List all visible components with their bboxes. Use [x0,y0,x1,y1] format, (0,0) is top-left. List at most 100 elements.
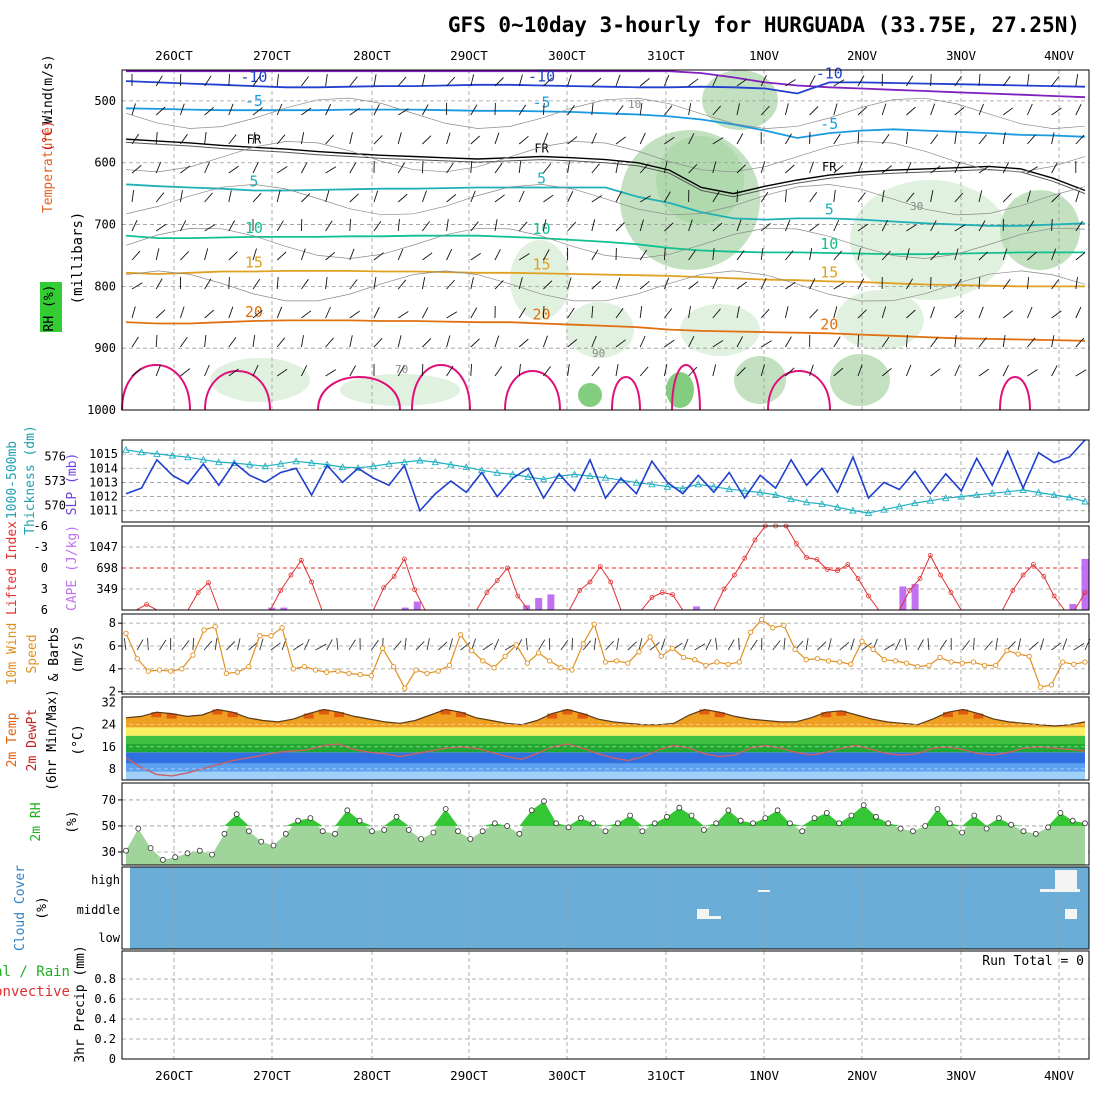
rh-contour-3 [125,227,1086,259]
wind10m-marker-78 [993,662,999,669]
wind-barb-76 [1002,107,1014,116]
temp-ytick-0: 8 [109,762,116,776]
wind10m-marker-45 [625,660,631,666]
li-marker-2 [144,602,150,607]
precip-frame [121,950,1090,1060]
wind10m-marker-35 [513,642,519,648]
wind10m-marker-58 [770,625,776,631]
wind-barb-150 [857,161,863,174]
wind-barb-400 [131,367,142,377]
wind10m-marker-79 [1004,647,1010,654]
slp-line [125,439,1086,513]
wind10m-marker-9 [223,670,230,677]
label-dewpt: 2m DewPt [25,709,40,772]
wind-barb-290 [373,277,377,290]
wind10m-barb-39 [560,639,569,651]
wind10m-barb-82 [1039,638,1045,651]
wind-barb-61 [639,103,643,116]
thickness-ytick-1: 573 [44,474,66,488]
isotherm-label-10-2: 10 [820,235,838,253]
thickness-marker-10 [276,459,285,467]
wind10m-marker-21 [357,671,363,678]
wind-barb-203 [204,224,216,232]
wind-barb-105 [736,133,744,145]
li-ytick-3: 3 [41,582,48,596]
wind10m-marker-19 [335,668,341,674]
temp-peak-39 [714,712,725,718]
rh2m-marker-1 [135,825,142,832]
wind-barb-373 [446,335,451,348]
wind-barb-292 [421,277,426,290]
wind-barb-321 [155,309,166,319]
wind-barb-160 [131,190,135,203]
date-bottom-6: 1NOV [749,1068,780,1083]
wind-barb-428 [809,364,814,377]
wind-barb-79 [1075,104,1082,116]
wind-barb-103 [688,133,695,145]
wind-barb-7 [301,76,309,87]
wind10m-marker-2 [145,668,151,674]
wind-barb-381 [639,335,646,348]
wind-barb-80 [131,133,140,145]
wind-barb-370 [373,337,383,348]
wind10m-marker-6 [190,652,196,658]
wind10m-barb-35 [515,639,523,651]
wind-barb-398 [1051,335,1055,348]
wind10m-marker-59 [781,622,787,629]
thickness-marker-5 [199,455,208,463]
wind-barb-216 [518,221,528,232]
wind10m-barb-51 [694,643,706,651]
wind-barb-40 [131,103,136,116]
wind-barb-423 [688,366,698,377]
label-millibars: (millibars) [70,212,86,305]
wind-barb-418 [567,364,570,377]
wind-barb-434 [954,364,961,377]
li-marker-93 [1082,590,1088,595]
rh2m-marker-21 [381,827,388,833]
wind-barb-411 [397,365,405,377]
date-bottom-1: 27OCT [253,1068,291,1083]
isotherm-FR [125,138,1086,195]
temp-peak-14 [334,712,345,718]
wind-barb-346 [760,308,770,319]
wind-barb-231 [881,220,888,232]
rh2m-marker-13 [282,830,289,837]
wind-barb-196 [1002,193,1012,203]
wind-barb-123 [204,161,210,174]
temp-band-5 [126,727,1085,736]
wind-barb-432 [905,364,912,377]
wind-barb-399 [1075,337,1085,348]
li-ytick-4: 6 [41,603,48,617]
wind-barb-218 [567,221,577,232]
wind-barb-5 [252,75,261,87]
wind-barb-202 [179,220,187,232]
wind-barb-81 [155,131,158,145]
wind-barb-387 [785,336,792,348]
slp-ytick-4: 1015 [89,447,118,461]
wind10m-marker-61 [803,657,809,663]
wind-barb-179 [591,195,603,203]
wind-barb-195 [978,190,983,203]
thickness-marker-29 [570,470,579,478]
rh2m-marker-14 [295,817,302,824]
wind-barb-239 [1075,220,1083,232]
wind-barb-30 [857,75,865,87]
label-thickness-unit: Thickness (dm) [23,425,38,535]
li-frame [121,525,1090,611]
rh2m-marker-66 [934,806,941,812]
label-wind-unit: (m/s) [71,634,86,673]
wind-barb-47 [301,107,312,116]
isotherm-10 [125,234,1085,256]
wind-barb-187 [784,189,787,203]
wind-barb-267 [785,250,794,261]
wind-barb-143 [688,164,698,174]
wind10m-barb-69 [894,638,901,651]
li-marker-15 [278,588,284,593]
temp-peak-28 [547,713,558,719]
precip-ytick-2: 0.4 [94,1012,116,1026]
wind-barb-148 [809,161,814,174]
wind-barb-425 [736,367,746,377]
wind-barb-407 [300,365,308,377]
wind-barb-70 [857,106,868,116]
wind-barb-215 [494,219,498,232]
